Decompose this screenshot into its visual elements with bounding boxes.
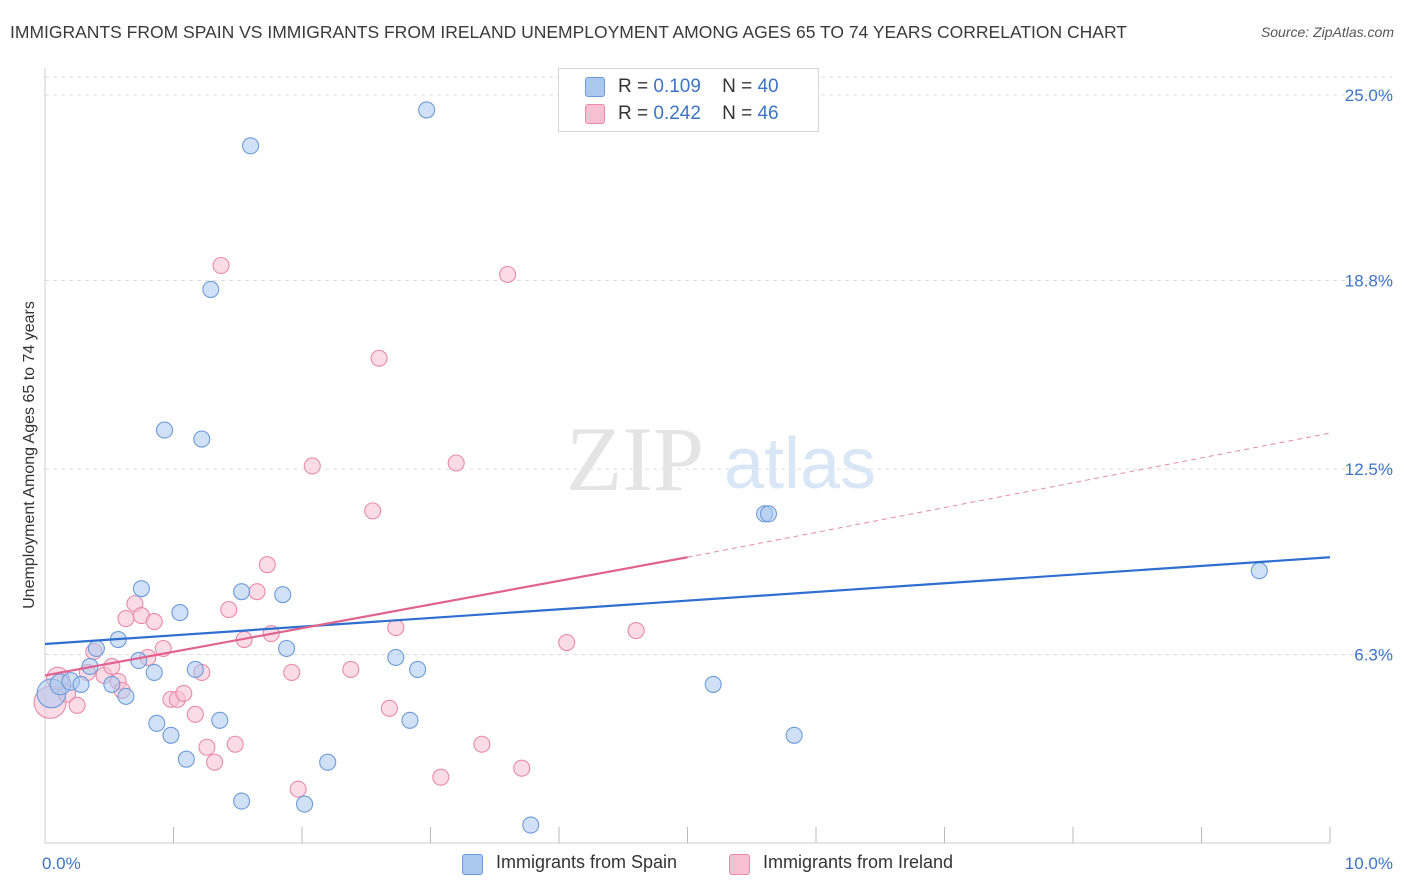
ireland-trend-line — [44, 556, 688, 677]
spain-point-20 — [211, 711, 229, 729]
gridlines — [45, 76, 1392, 655]
ireland-point-43 — [558, 633, 576, 652]
spain-point-23 — [242, 137, 260, 155]
spain-point-3 — [72, 675, 90, 693]
ireland-point-38 — [432, 768, 450, 786]
ireland-point-34 — [364, 502, 382, 520]
ireland-point-28 — [258, 556, 276, 574]
trend-lines — [44, 432, 1331, 677]
ireland-point-32 — [303, 457, 321, 475]
y-axis-label: Unemployment Among Ages 65 to 74 years — [21, 301, 38, 609]
legend-spain-r-label: R = — [618, 76, 649, 97]
spain-point-15 — [171, 604, 189, 622]
spain-point-25 — [278, 639, 296, 658]
x-tick-label-1: 10.0% — [1345, 854, 1393, 873]
spain-point-11 — [145, 663, 163, 681]
ireland-point-25 — [226, 735, 244, 753]
ireland-point-7 — [103, 657, 121, 676]
bottom-legend-label-ireland: Immigrants from Ireland — [763, 852, 954, 872]
tick-labels: 6.3% 12.5% 18.8% 25.0% 0.0% 10.0% — [42, 86, 1393, 873]
legend-ireland-n-value: 46 — [757, 103, 779, 124]
spain-point-32 — [522, 816, 540, 834]
ireland-point-3 — [68, 696, 86, 714]
spain-point-26 — [296, 795, 314, 813]
spain-point-33 — [704, 675, 722, 693]
y-tick-label-0: 6.3% — [1354, 645, 1393, 664]
spain-point-12 — [148, 714, 166, 732]
spain-point-35 — [759, 505, 778, 523]
legend-ireland-r-value: 0.242 — [653, 103, 701, 124]
spain-trend-line — [44, 556, 1331, 646]
spain-point-22 — [233, 792, 251, 810]
spain-point-19 — [202, 280, 220, 298]
legend-spain-n-value: 40 — [757, 76, 779, 97]
spain-point-8 — [117, 687, 135, 705]
ireland-point-37 — [387, 619, 405, 637]
spain-point-31 — [418, 101, 436, 119]
legend-swatch-spain — [585, 77, 605, 97]
ireland-point-14 — [145, 613, 163, 631]
spain-point-6 — [103, 675, 121, 693]
ireland-point-27 — [248, 583, 266, 601]
correlation-legend: R = 0.109 N = 40 R = 0.242 N = 46 — [558, 68, 819, 132]
ireland-point-40 — [473, 735, 491, 753]
x-tick-label-0: 0.0% — [42, 854, 81, 873]
ireland-point-35 — [370, 349, 388, 367]
legend-spain-r-value: 0.109 — [653, 76, 701, 97]
spain-point-28 — [387, 648, 405, 667]
watermark-atlas: atlas — [724, 424, 876, 504]
spain-point-21 — [233, 583, 251, 601]
ireland-point-39 — [447, 454, 465, 472]
ireland-point-21 — [198, 738, 216, 756]
spain-point-13 — [155, 421, 174, 439]
ireland-point-33 — [342, 660, 360, 679]
spain-point-30 — [409, 660, 427, 679]
spain-point-16 — [177, 750, 195, 768]
ireland-point-30 — [283, 663, 301, 681]
source-label: Source: ZipAtlas.com — [1260, 24, 1394, 40]
ireland-point-36 — [380, 699, 398, 717]
spain-point-36 — [785, 726, 803, 744]
bottom-legend-swatch-spain — [462, 854, 483, 875]
ireland-point-23 — [212, 256, 230, 275]
watermark: ZIP atlas — [566, 408, 876, 510]
spain-point-18 — [193, 430, 211, 448]
ireland-trend-extension — [687, 432, 1331, 558]
chart-title: IMMIGRANTS FROM SPAIN VS IMMIGRANTS FROM… — [10, 22, 1127, 42]
spain-point-37 — [1250, 562, 1268, 580]
ireland-point-41 — [499, 265, 517, 284]
y-tick-label-3: 25.0% — [1345, 86, 1393, 105]
ireland-point-22 — [206, 753, 224, 771]
spain-point-9 — [130, 651, 148, 670]
spain-point-24 — [274, 586, 292, 604]
y-tick-label-1: 12.5% — [1345, 460, 1393, 479]
ireland-point-31 — [289, 780, 307, 798]
legend-spain-n-label: N = — [722, 76, 753, 97]
spain-point-29 — [401, 711, 419, 729]
spain-point-14 — [162, 726, 180, 744]
spain-point-5 — [87, 639, 105, 658]
spain-point-17 — [186, 660, 204, 679]
ireland-point-19 — [186, 705, 204, 723]
legend-swatch-ireland — [585, 104, 605, 124]
watermark-zip: ZIP — [566, 408, 704, 510]
ireland-point-42 — [513, 759, 531, 777]
bottom-legend-label-spain: Immigrants from Spain — [496, 852, 678, 872]
y-tick-label-2: 18.8% — [1345, 271, 1393, 290]
ireland-points — [33, 256, 645, 798]
bottom-legend-swatch-ireland — [729, 854, 750, 875]
legend-ireland-r-label: R = — [618, 103, 649, 124]
ireland-point-18 — [175, 684, 193, 702]
ireland-point-44 — [627, 622, 645, 640]
spain-point-10 — [132, 580, 150, 598]
ireland-point-24 — [220, 601, 238, 619]
ireland-point-10 — [117, 610, 135, 628]
spain-point-27 — [319, 753, 337, 771]
legend-ireland-n-label: N = — [722, 103, 753, 124]
